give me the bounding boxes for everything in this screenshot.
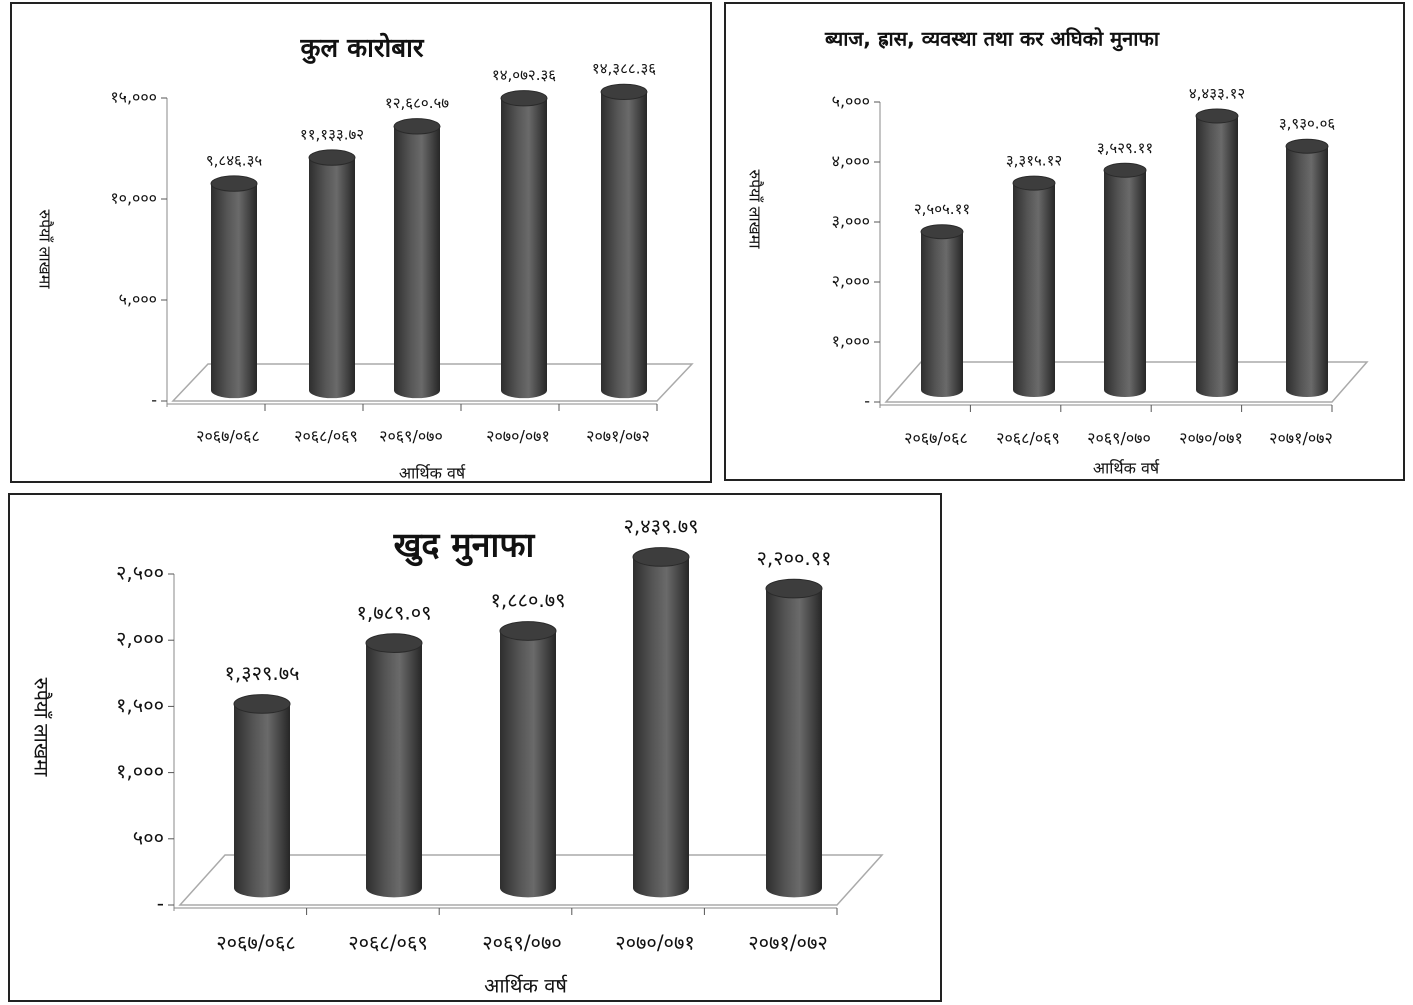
bar: [1013, 183, 1055, 397]
x-tick-label: २०७१/०७२: [586, 427, 650, 446]
bar-top: [1012, 175, 1056, 191]
floor: [178, 854, 884, 906]
x-tick-label: २०६९/०७०: [482, 931, 562, 955]
value-label: ११,१३३.७२: [300, 125, 364, 143]
y-tick-label: ४,०००: [832, 152, 870, 171]
value-label: ९,८४६.३५: [206, 151, 263, 169]
y-tick-label: २,०००: [116, 627, 164, 651]
chart: खुद मुनाफा - ५०० १,००० १,५०० २,००० २,५०० २०६७/०…: [8, 493, 942, 1002]
y-tick-label: १०,०००: [110, 189, 157, 208]
bar: [1196, 116, 1238, 397]
y-tick-label: २,०००: [832, 272, 870, 291]
chart-title: खुद मुनाफा: [393, 526, 536, 567]
chart-title: कुल कारोबार: [300, 33, 425, 65]
x-tick-label: २०६७/०६८: [216, 931, 296, 955]
value-label: २,४३९.७९: [623, 514, 698, 538]
bar-top: [500, 90, 548, 107]
y-axis-label: रुपैयाँ लाखमा: [30, 678, 54, 778]
x-tick-label: २०६८/०६९: [294, 427, 358, 446]
bar-top: [600, 83, 648, 101]
bar-top: [1195, 108, 1239, 124]
bar-top: [365, 633, 423, 653]
value-label: १४,३८८.३६: [592, 60, 656, 78]
bar: [234, 703, 290, 898]
bar: [921, 231, 963, 397]
x-tick-label: २०७१/०७२: [1269, 429, 1333, 448]
bar: [1104, 170, 1146, 397]
bar: [633, 556, 690, 898]
bar-top: [765, 578, 823, 599]
y-tick-label: २,५००: [116, 561, 164, 585]
bar: [394, 126, 440, 399]
y-tick-label: १,०००: [832, 332, 870, 351]
value-label: ३,५२९.११: [1097, 139, 1153, 157]
y-tick-label: -: [151, 391, 157, 410]
y-tick-label: १५,०००: [110, 88, 157, 107]
y-axis-label: रुपैयाँ लाखमा: [746, 170, 765, 250]
value-label: १,७८९.०९: [356, 600, 431, 624]
value-label: १२,६८०.५७: [385, 94, 449, 112]
bar-top: [233, 694, 291, 714]
bar: [1286, 146, 1328, 397]
x-tick-label: २०७०/०७१: [615, 931, 695, 955]
bar: [500, 630, 556, 898]
bar-top: [632, 547, 690, 567]
value-label: १४,०७२.३६: [492, 66, 556, 84]
value-label: ३,९३०.०६: [1279, 115, 1336, 133]
x-tick-label: २०६७/०६८: [196, 427, 260, 446]
bar: [766, 588, 822, 898]
y-tick-label: -: [864, 392, 870, 411]
value-label: १,३२९.७५: [224, 661, 299, 685]
value-label: १,८८०.७९: [490, 588, 565, 612]
value-label: २,५०५.११: [914, 200, 970, 218]
bar: [309, 157, 355, 399]
y-tick-label: १,५००: [116, 693, 164, 717]
x-tick-label: २०६८/०६९: [996, 429, 1060, 448]
x-tick-label: २०६७/०६८: [904, 429, 968, 448]
value-label: ४,४३३.१२: [1189, 85, 1245, 103]
x-axis-label: आर्थिक वर्ष: [399, 464, 466, 483]
floor: [884, 361, 1369, 403]
x-tick-label: २०६८/०६९: [348, 931, 428, 955]
bar-top: [920, 224, 964, 240]
x-axis-label: आर्थिक वर्ष: [1093, 459, 1160, 478]
x-axis-label: आर्थिक वर्ष: [484, 974, 568, 998]
y-tick-label: १,०००: [116, 759, 164, 783]
y-axis-label: रुपैयाँ लाखमा: [36, 210, 55, 290]
x-tick-label: २०७०/०७१: [1179, 429, 1243, 448]
bar: [601, 91, 647, 399]
bar: [501, 98, 547, 399]
value-label: २,२००.९१: [756, 546, 831, 570]
y-tick-label: ३,०००: [832, 212, 870, 231]
chart: ब्याज, ह्रास, व्यवस्था तथा कर अघिको मुना…: [724, 2, 1405, 481]
y-tick-label: -: [157, 892, 164, 916]
bar-top: [499, 621, 557, 641]
bar: [366, 643, 422, 898]
chart-title: ब्याज, ह्रास, व्यवस्था तथा कर अघिको मुना…: [824, 27, 1160, 52]
x-tick-label: २०६९/०७०: [379, 427, 443, 446]
x-tick-label: २०७१/०७२: [748, 931, 828, 955]
floor: [171, 363, 694, 402]
y-tick-label: ५,०००: [119, 290, 157, 309]
bar-top: [210, 175, 258, 192]
bar: [211, 183, 257, 399]
y-tick-label: ५००: [133, 825, 164, 849]
value-label: ३,३१५.१२: [1006, 152, 1062, 170]
bar-top: [1285, 138, 1329, 154]
bar-top: [1103, 162, 1147, 178]
x-tick-label: २०६९/०७०: [1087, 429, 1151, 448]
bar-top: [393, 118, 441, 135]
y-tick-label: ५,०००: [832, 92, 870, 111]
bar-top: [308, 149, 356, 166]
x-tick-label: २०७०/०७१: [486, 427, 550, 446]
chart: कुल कारोबार - ५,००० १०,००० १५,००० २०६७/०६८ २०६…: [10, 2, 712, 483]
